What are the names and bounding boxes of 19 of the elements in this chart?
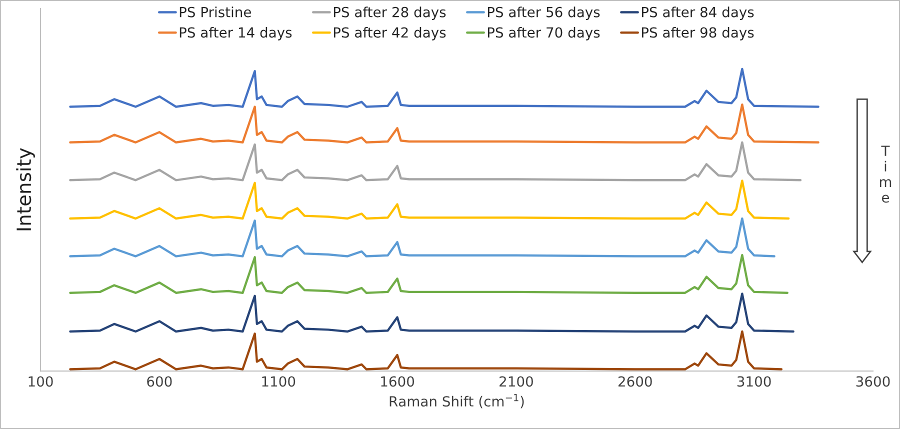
y-axis-title: Intensity [16, 148, 35, 230]
legend-label: PS after 42 days [334, 26, 446, 40]
legend-label: PS after 70 days [488, 26, 600, 40]
x-axis-title: Raman Shift (cm$^{−1}$) [390, 394, 524, 408]
x-tick-label: 600 [147, 376, 172, 387]
x-tick-label: 1100 [262, 376, 296, 387]
legend-label: PS after 84 days [642, 6, 754, 20]
text: Time [880, 146, 892, 203]
legend-label: PS Pristine [180, 6, 252, 18]
x-tick-label: 1600 [381, 376, 414, 387]
x-tick-label: 100 [28, 376, 53, 387]
x-tick-label: 3600 [856, 376, 890, 387]
legend-label: PS after 56 days [488, 6, 600, 20]
legend-label: PS after 14 days [180, 26, 292, 40]
legend-label: PS after 98 days [642, 26, 754, 40]
x-tick-label: 2600 [618, 376, 652, 387]
x-tick-label: 3100 [737, 376, 771, 387]
x-tick-label: 2100 [500, 376, 533, 387]
legend-label: PS after 28 days [334, 6, 446, 20]
